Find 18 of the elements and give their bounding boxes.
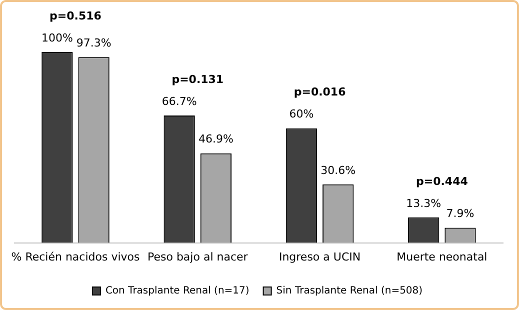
data-label: 97.3%: [76, 36, 112, 50]
data-label: 66.7%: [162, 94, 197, 108]
annotation: p=0.131: [172, 72, 224, 86]
annotation: p=0.016: [294, 86, 346, 99]
x-tick-label: Ingreso a UCIN: [278, 250, 361, 264]
data-label: 100%: [41, 31, 73, 44]
data-label: 13.3%: [406, 196, 442, 210]
x-tick-label: % Recién nacidos vivos: [11, 250, 140, 264]
legend-label: Con Trasplante Renal (n=17): [105, 286, 250, 297]
data-label: 30.6%: [320, 164, 356, 177]
x-tick-label: Muerte neonatal: [396, 250, 488, 264]
text: p=0.516: [50, 9, 102, 22]
data-label: 7.9%: [446, 207, 474, 220]
data-label: 60%: [289, 108, 314, 121]
annotation: p=0.444: [416, 174, 468, 188]
data-label: 46.9%: [198, 132, 234, 146]
legend-label: Sin Trasplante Renal (n=508): [276, 286, 423, 297]
x-tick-label: Peso bajo al nacer: [147, 250, 248, 264]
